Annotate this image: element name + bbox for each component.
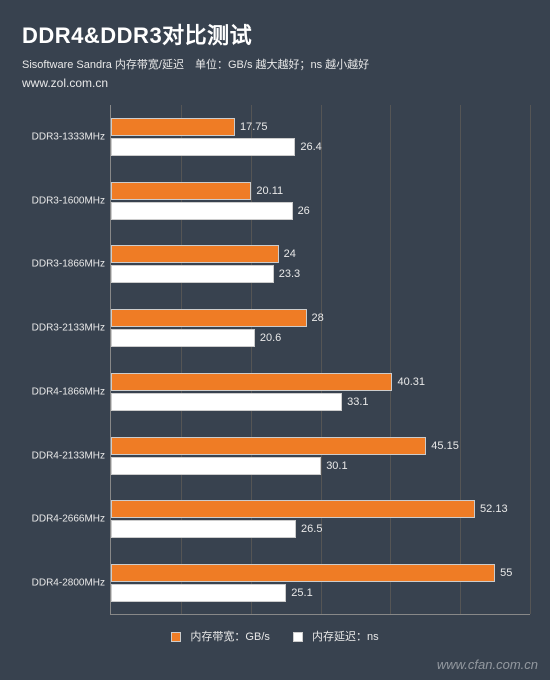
value-label: 26.4 bbox=[294, 141, 321, 153]
value-label: 20.6 bbox=[254, 332, 281, 344]
category-label: DDR3-1866MHz bbox=[32, 259, 111, 270]
bar-group: DDR3-1600MHz20.1126 bbox=[111, 182, 530, 220]
bar-group: DDR3-1866MHz2423.3 bbox=[111, 245, 530, 283]
category-label: DDR3-1600MHz bbox=[32, 195, 111, 206]
value-label: 45.15 bbox=[425, 440, 459, 452]
bar-bandwidth: 28 bbox=[111, 309, 307, 327]
value-label: 23.3 bbox=[273, 268, 300, 280]
value-label: 33.1 bbox=[341, 396, 368, 408]
chart-title: DDR4&DDR3对比测试 bbox=[22, 18, 528, 50]
value-label: 40.31 bbox=[391, 376, 425, 388]
bar-latency: 26 bbox=[111, 202, 293, 220]
chart-header: DDR4&DDR3对比测试 Sisoftware Sandra 内存带宽/延迟 … bbox=[0, 0, 550, 98]
bar-latency: 26.4 bbox=[111, 138, 295, 156]
bar-latency: 26.5 bbox=[111, 520, 296, 538]
category-label: DDR4-2133MHz bbox=[32, 450, 111, 461]
value-label: 28 bbox=[306, 312, 324, 324]
bar-group: DDR4-2133MHz45.1530.1 bbox=[111, 437, 530, 475]
chart-subtitle: Sisoftware Sandra 内存带宽/延迟 单位：GB/s 越大越好；n… bbox=[22, 56, 528, 72]
legend-item-bandwidth: 内存带宽：GB/s bbox=[171, 628, 270, 644]
category-label: DDR4-2666MHz bbox=[32, 514, 111, 525]
category-label: DDR4-2800MHz bbox=[32, 578, 111, 589]
value-label: 30.1 bbox=[320, 460, 347, 472]
bar-latency: 25.1 bbox=[111, 584, 286, 602]
bar-group: DDR3-2133MHz2820.6 bbox=[111, 309, 530, 347]
bar-group: DDR4-1866MHz40.3133.1 bbox=[111, 373, 530, 411]
value-label: 20.11 bbox=[250, 185, 283, 197]
chart-legend: 内存带宽：GB/s 内存延迟：ns bbox=[0, 628, 550, 644]
legend-swatch-latency bbox=[293, 632, 303, 642]
category-label: DDR3-1333MHz bbox=[32, 131, 111, 142]
category-label: DDR4-1866MHz bbox=[32, 386, 111, 397]
bar-bandwidth: 52.13 bbox=[111, 500, 475, 518]
bar-bandwidth: 17.75 bbox=[111, 118, 235, 136]
bar-latency: 20.6 bbox=[111, 329, 255, 347]
bar-bandwidth: 40.31 bbox=[111, 373, 392, 391]
bar-latency: 33.1 bbox=[111, 393, 342, 411]
bar-bandwidth: 55 bbox=[111, 564, 495, 582]
value-label: 52.13 bbox=[474, 503, 508, 515]
bar-group: DDR3-1333MHz17.7526.4 bbox=[111, 118, 530, 156]
source-url: www.zol.com.cn bbox=[22, 76, 528, 90]
legend-label-bandwidth: 内存带宽：GB/s bbox=[190, 631, 269, 643]
bar-bandwidth: 45.15 bbox=[111, 437, 426, 455]
legend-label-latency: 内存延迟：ns bbox=[312, 631, 379, 643]
watermark-text: www.cfan.com.cn bbox=[437, 657, 538, 672]
bar-latency: 30.1 bbox=[111, 457, 321, 475]
bar-bandwidth: 24 bbox=[111, 245, 279, 263]
legend-swatch-bandwidth bbox=[171, 632, 181, 642]
bar-bandwidth: 20.11 bbox=[111, 182, 251, 200]
value-label: 25.1 bbox=[285, 587, 312, 599]
bar-group: DDR4-2666MHz52.1326.5 bbox=[111, 500, 530, 538]
value-label: 55 bbox=[494, 567, 512, 579]
value-label: 17.75 bbox=[234, 121, 268, 133]
bar-latency: 23.3 bbox=[111, 265, 274, 283]
value-label: 26.5 bbox=[295, 523, 322, 535]
chart-plot-area: DDR3-1333MHz17.7526.4DDR3-1600MHz20.1126… bbox=[110, 105, 530, 615]
legend-item-latency: 内存延迟：ns bbox=[293, 628, 379, 644]
bar-group: DDR4-2800MHz5525.1 bbox=[111, 564, 530, 602]
category-label: DDR3-2133MHz bbox=[32, 323, 111, 334]
grid-line bbox=[530, 105, 531, 614]
value-label: 24 bbox=[278, 248, 296, 260]
value-label: 26 bbox=[292, 205, 310, 217]
